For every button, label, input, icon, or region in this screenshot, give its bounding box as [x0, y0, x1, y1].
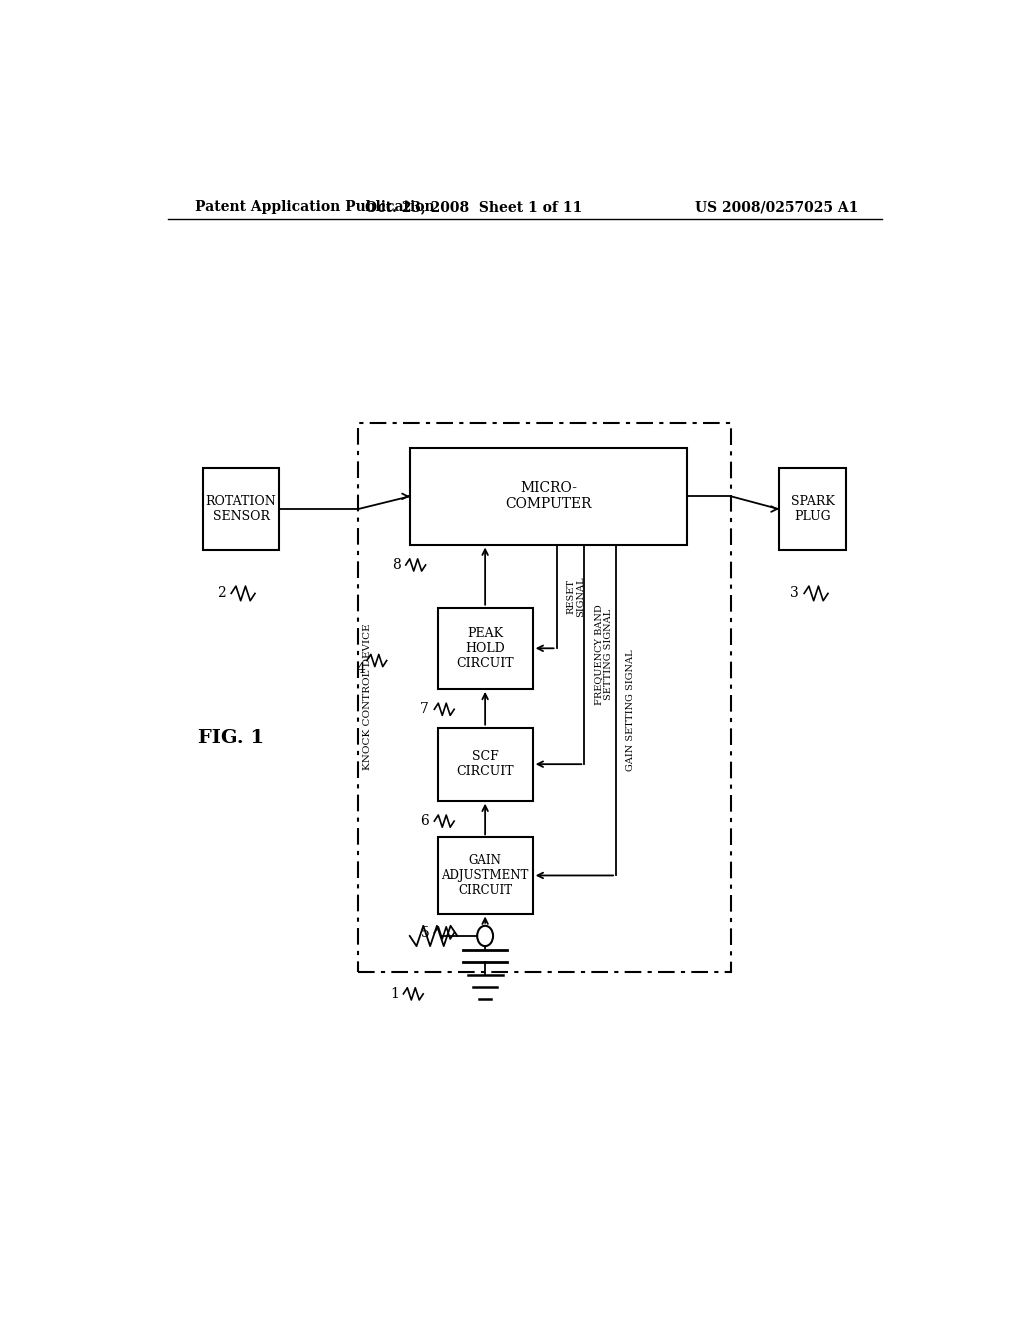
Text: 3: 3 [791, 586, 799, 601]
Text: MICRO-
COMPUTER: MICRO- COMPUTER [506, 482, 592, 511]
Text: US 2008/0257025 A1: US 2008/0257025 A1 [694, 201, 858, 214]
Text: 6: 6 [421, 814, 429, 828]
FancyBboxPatch shape [437, 607, 532, 689]
FancyBboxPatch shape [410, 447, 687, 545]
Text: KNOCK CONTROL DEVICE: KNOCK CONTROL DEVICE [364, 624, 372, 771]
Text: 4: 4 [356, 661, 365, 676]
FancyBboxPatch shape [778, 469, 846, 549]
Text: ROTATION
SENSOR: ROTATION SENSOR [206, 495, 276, 523]
Text: GAIN
ADJUSTMENT
CIRCUIT: GAIN ADJUSTMENT CIRCUIT [441, 854, 528, 898]
Text: RESET
SIGNAL: RESET SIGNAL [566, 576, 586, 616]
Text: 2: 2 [217, 586, 226, 601]
FancyBboxPatch shape [437, 837, 532, 913]
Text: 8: 8 [392, 558, 400, 572]
FancyBboxPatch shape [437, 727, 532, 801]
Text: SCF
CIRCUIT: SCF CIRCUIT [457, 750, 514, 779]
Text: FIG. 1: FIG. 1 [198, 729, 264, 747]
Text: Patent Application Publication: Patent Application Publication [196, 201, 435, 214]
Text: PEAK
HOLD
CIRCUIT: PEAK HOLD CIRCUIT [457, 627, 514, 669]
FancyBboxPatch shape [204, 469, 279, 549]
Text: GAIN SETTING SIGNAL: GAIN SETTING SIGNAL [626, 649, 635, 771]
Text: FREQUENCY BAND
SETTING SIGNAL: FREQUENCY BAND SETTING SIGNAL [594, 605, 613, 705]
Text: 1: 1 [390, 987, 399, 1001]
Text: 5: 5 [421, 925, 429, 940]
Text: 7: 7 [421, 702, 429, 717]
Text: SPARK
PLUG: SPARK PLUG [791, 495, 835, 523]
Text: Oct. 23, 2008  Sheet 1 of 11: Oct. 23, 2008 Sheet 1 of 11 [365, 201, 582, 214]
